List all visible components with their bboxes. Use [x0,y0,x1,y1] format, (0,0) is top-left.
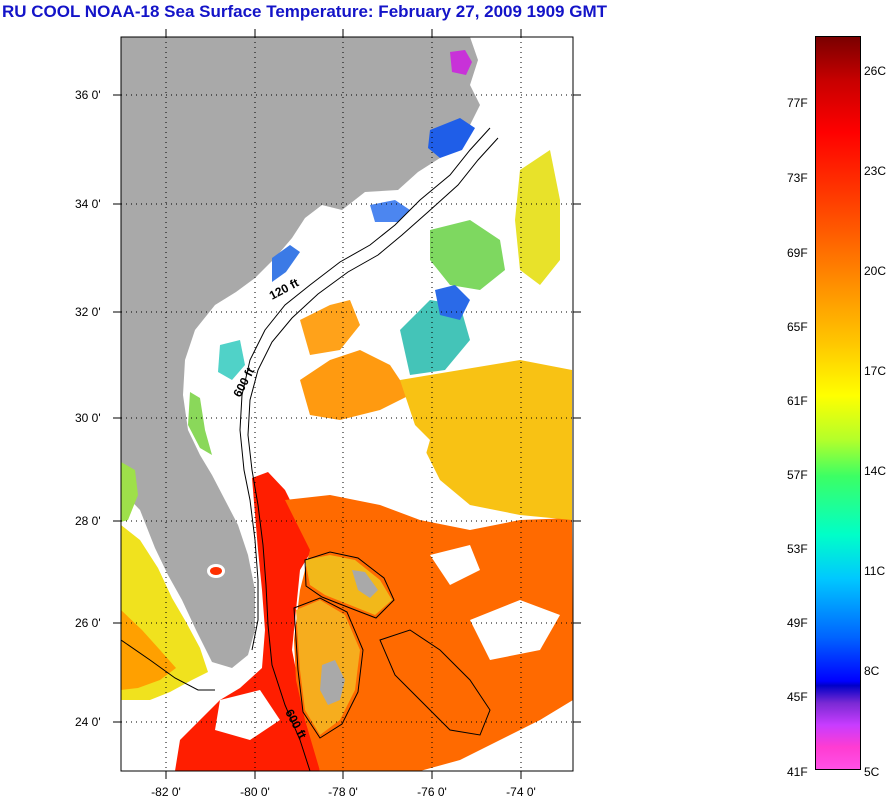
colorbar-f-label: 65F [787,320,808,334]
colorbar-f-label: 53F [787,542,808,556]
shelf-blue-strip [272,245,300,282]
gulf-stream-red [175,472,320,771]
cloud-patch-1 [350,410,430,485]
atlantic-sst-mixed-blue-green [400,300,470,375]
colorbar-f-label: 61F [787,394,808,408]
colorbar-f-label: 57F [787,468,808,482]
land-us-coast [121,37,480,668]
shelf-blue-strip-2 [370,200,410,222]
cloud-patch-3 [430,545,480,585]
shelf-cyan-near-florida [218,340,245,380]
bahamas-island-grey-2 [352,570,378,598]
florida-west-coast-green [188,392,212,455]
colorbar-f-label: 69F [787,246,808,260]
colorbar-f-label: 45F [787,690,808,704]
little-bahama-bank [305,555,392,615]
isobath-bahamas-1 [304,551,395,619]
atlantic-sst-orange-mid [300,300,360,355]
colorbar-c-label: 26C [864,64,887,78]
lat-label: 26 0' [75,616,101,630]
lat-label: 34 0' [75,197,101,211]
lat-label: 28 0' [75,514,101,528]
bahamas-island-grey [320,660,345,705]
colorbar-c-label: 20C [864,264,887,278]
colorbar-f-label: 49F [787,616,808,630]
isobath-600ft [247,137,499,771]
cloud-patch-2 [470,600,560,660]
lon-label: -82 0' [151,785,181,799]
isobath-gulf [121,639,215,691]
isobath-bahamas-3 [379,629,491,736]
lake-okeechobee-sst [210,567,222,575]
colorbar-c-label: 11C [864,564,886,578]
colorbar-c-label: 14C [864,464,887,478]
atlantic-sst-yellow-east [400,360,572,520]
atlantic-sst-blue-patch [435,285,470,320]
axis-ticks [113,29,581,779]
atlantic-sst-yellow-northeast [515,150,560,285]
colorbar-c-label: 5C [864,765,880,779]
isobath-bahamas-2 [293,597,364,739]
lon-label: -78 0' [328,785,358,799]
nc-shelf-purple [450,50,472,75]
graticule [121,37,573,771]
lon-label: -76 0' [417,785,447,799]
lon-label: -80 0' [240,785,270,799]
colorbar-f-label: 73F [787,171,808,185]
gulf-sst-green [121,462,138,522]
lat-label: 32 0' [75,305,101,319]
colorbar-f-label: 77F [787,96,808,110]
lon-label: -74 0' [506,785,536,799]
atlantic-sst-light-orange-north [300,350,410,420]
colorbar-c-label: 8C [864,664,880,678]
map-frame [120,36,574,772]
lat-label: 30 0' [75,411,101,425]
page-title: RU COOL NOAA-18 Sea Surface Temperature:… [2,2,607,21]
cloud-patch-4 [215,690,280,740]
colorbar-c-label: 23C [864,164,887,178]
isobath-120ft [239,127,491,651]
lat-label: 36 0' [75,88,101,102]
atlantic-sst-green-patch [430,220,505,290]
lat-label: 24 0' [75,715,101,729]
nc-shelf-blue [428,118,475,158]
colorbar-c-label: 17C [864,364,887,378]
temperature-colorbar [815,36,861,770]
colorbar-f-label: 41F [787,765,808,779]
gulf-sst-orange [121,610,176,690]
